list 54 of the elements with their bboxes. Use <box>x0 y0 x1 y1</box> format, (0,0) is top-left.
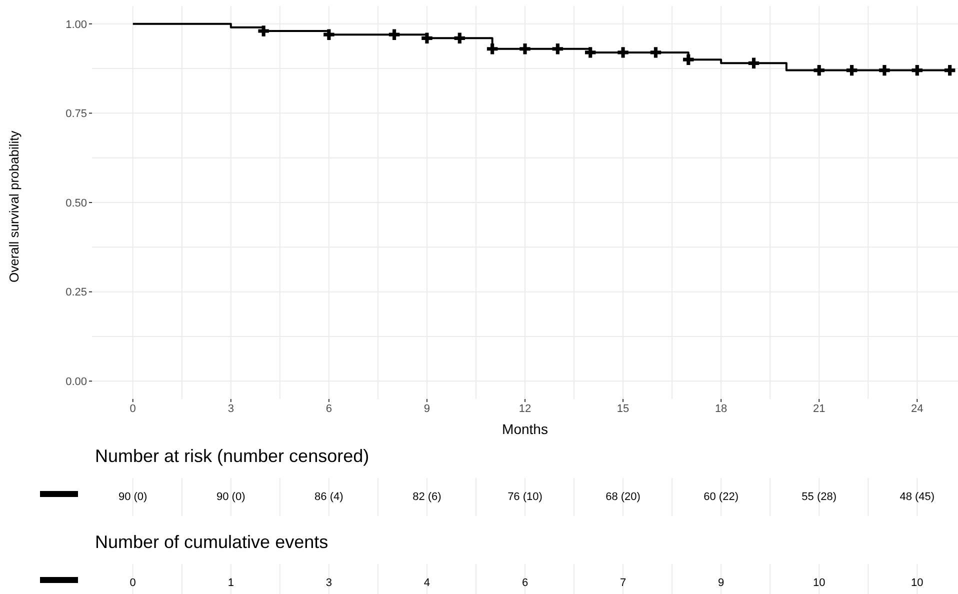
x-tick-label: 12 <box>518 402 532 415</box>
text: 76 (10) <box>508 491 542 503</box>
point <box>258 26 269 36</box>
point <box>748 58 760 69</box>
data-label: 9 <box>718 577 724 589</box>
text: 82 (6) <box>412 491 442 503</box>
data-label: 3 <box>326 577 332 589</box>
x-tick-label: 6 <box>326 402 332 415</box>
data-label: 4 <box>424 577 430 589</box>
y-axis-title: Overall survival probability <box>6 130 22 282</box>
y-tick-label: 0.50 <box>66 197 87 210</box>
point <box>944 64 956 76</box>
x-tick-label: 0 <box>130 402 136 415</box>
x-tick-label: 18 <box>714 402 728 415</box>
x-tick-label: 15 <box>616 402 630 415</box>
y-tick-label: 0.00 <box>66 376 87 388</box>
data-label: 0 <box>130 577 136 589</box>
point <box>486 44 498 54</box>
text: 90 (0) <box>216 491 246 503</box>
point <box>683 54 694 65</box>
point <box>552 44 564 54</box>
x-tick-label: 9 <box>424 402 430 415</box>
point <box>324 29 334 40</box>
x-axis-title: Months <box>502 421 548 437</box>
point <box>584 47 596 58</box>
point <box>454 32 466 44</box>
data-label: 10 <box>812 577 826 589</box>
text: 55 (28) <box>802 491 837 503</box>
text: Number at risk (number censored) <box>95 446 370 466</box>
point <box>879 64 890 76</box>
data-label: 1 <box>228 577 234 589</box>
point <box>912 64 923 76</box>
text: 86 (4) <box>314 491 344 503</box>
point <box>520 44 530 54</box>
point <box>618 47 628 58</box>
text: 90 (0) <box>118 491 148 503</box>
point <box>388 29 400 40</box>
y-tick-label: 1.00 <box>66 18 87 31</box>
y-tick-label: 0.25 <box>66 286 87 299</box>
point <box>846 64 858 76</box>
text: 68 (20) <box>606 491 640 503</box>
text: 60 (22) <box>704 491 739 503</box>
text: Number of cumulative events <box>95 532 328 552</box>
data-label: 6 <box>522 577 528 589</box>
x-tick-label: 21 <box>812 402 826 415</box>
x-tick-label: 24 <box>911 402 924 415</box>
y-tick-label: 0.75 <box>66 108 87 120</box>
data-label: 7 <box>620 577 626 589</box>
point <box>650 47 662 58</box>
x-tick-label: 3 <box>228 402 234 415</box>
point <box>422 32 432 44</box>
text: 48 (45) <box>900 491 935 503</box>
point <box>814 64 824 76</box>
data-label: 10 <box>911 577 924 589</box>
